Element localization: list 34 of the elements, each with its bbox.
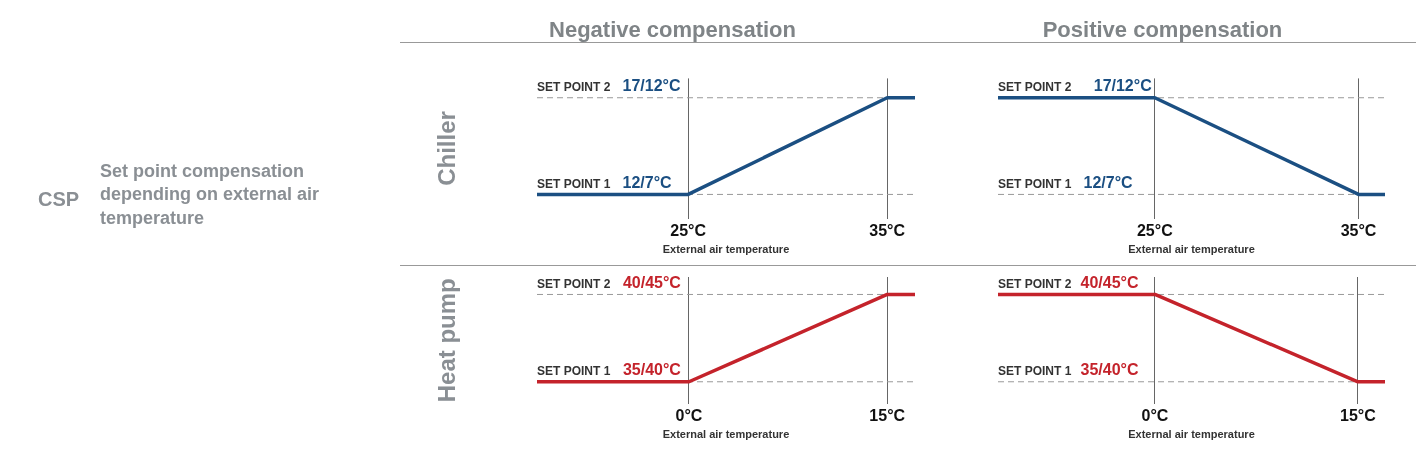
ref-line-label: SET POINT 2: [537, 80, 611, 95]
annotation: 40/45°C: [1080, 273, 1139, 291]
ref-line-label: SET POINT 1: [998, 364, 1072, 379]
x-axis-title: External air temperature: [662, 428, 790, 441]
ref-line-label: SET POINT 1: [998, 176, 1072, 191]
chart-title: Positive compensation: [1042, 17, 1283, 43]
x-tick-label: 35°C: [869, 221, 906, 239]
chart-title: Negative compensation: [549, 17, 796, 43]
ref-line-label: SET POINT 2: [998, 80, 1072, 95]
annotation: 35/40°C: [622, 361, 682, 379]
x-tick-label: 35°C: [1340, 221, 1377, 239]
ref-line-label: SET POINT 2: [998, 276, 1072, 291]
annotation: 35/40°C: [1080, 361, 1139, 379]
annotation: 40/45°C: [622, 273, 682, 291]
ref-line-label: SET POINT 1: [537, 364, 611, 379]
x-tick-label: 15°C: [1340, 406, 1377, 424]
annotation: 12/7°C: [1083, 173, 1134, 191]
annotation: 17/12°C: [1093, 77, 1153, 95]
ref-line-label: SET POINT 2: [537, 276, 611, 291]
x-axis-title: External air temperature: [1128, 243, 1255, 256]
annotation: 12/7°C: [622, 173, 673, 191]
y-axis-title: Heat pump: [433, 278, 461, 403]
y-axis-title: Chiller: [433, 111, 461, 186]
x-tick-label: 25°C: [1136, 221, 1174, 239]
x-axis-title: External air temperature: [1128, 428, 1255, 441]
x-tick-label: 0°C: [675, 406, 703, 424]
ref-line-label: SET POINT 1: [537, 176, 611, 191]
x-axis-title: External air temperature: [662, 243, 790, 256]
text: Set point compensation depending on external air temperature: [100, 160, 321, 230]
x-tick-label: 25°C: [670, 221, 707, 239]
x-tick-label: 15°C: [869, 406, 906, 424]
x-tick-label: 0°C: [1141, 406, 1169, 424]
text: CSP: [38, 188, 80, 211]
annotation: 17/12°C: [622, 77, 681, 95]
